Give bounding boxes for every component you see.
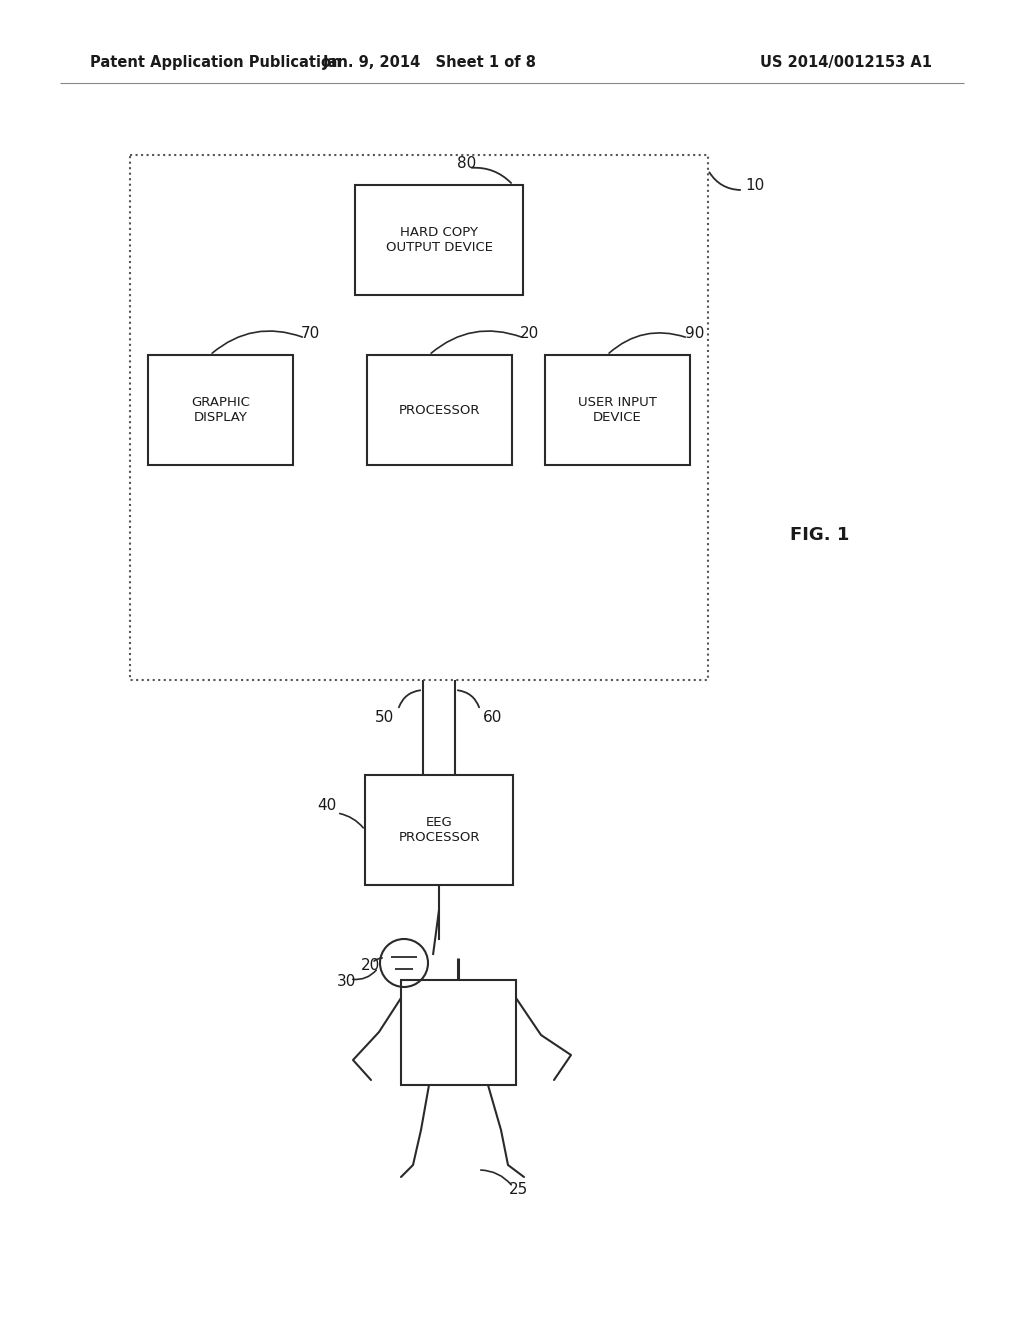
Bar <box>130 154 708 680</box>
Text: 90: 90 <box>685 326 705 341</box>
Text: US 2014/0012153 A1: US 2014/0012153 A1 <box>760 54 932 70</box>
Text: 40: 40 <box>317 797 337 813</box>
Text: 80: 80 <box>457 156 476 170</box>
Text: 50: 50 <box>376 710 394 726</box>
Text: Patent Application Publication: Patent Application Publication <box>90 54 341 70</box>
Text: 30: 30 <box>337 974 356 989</box>
Text: HARD COPY
OUTPUT DEVICE: HARD COPY OUTPUT DEVICE <box>385 226 493 253</box>
Bar <box>545 355 690 465</box>
Bar <box>148 355 293 465</box>
Text: 25: 25 <box>508 1183 527 1197</box>
Text: 10: 10 <box>745 177 764 193</box>
Bar <box>365 775 513 884</box>
Text: 70: 70 <box>301 326 321 341</box>
Text: 20: 20 <box>360 957 380 973</box>
Text: PROCESSOR: PROCESSOR <box>398 404 480 417</box>
Text: FIG. 1: FIG. 1 <box>791 525 850 544</box>
Bar <box>355 185 523 294</box>
Text: GRAPHIC
DISPLAY: GRAPHIC DISPLAY <box>191 396 250 424</box>
Text: EEG
PROCESSOR: EEG PROCESSOR <box>398 816 480 843</box>
Text: 60: 60 <box>483 710 503 726</box>
Text: Jan. 9, 2014   Sheet 1 of 8: Jan. 9, 2014 Sheet 1 of 8 <box>323 54 537 70</box>
Text: USER INPUT
DEVICE: USER INPUT DEVICE <box>579 396 657 424</box>
Bar <box>367 355 512 465</box>
Bar <box>401 979 516 1085</box>
Text: 20: 20 <box>520 326 540 341</box>
